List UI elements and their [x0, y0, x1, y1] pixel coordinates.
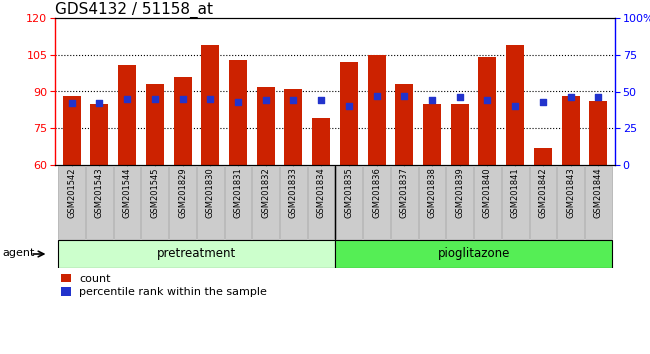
Text: GSM201836: GSM201836 [372, 167, 381, 218]
Bar [506, 45, 524, 165]
Bar [391, 166, 417, 239]
Bar [58, 166, 85, 239]
Text: GSM201842: GSM201842 [538, 167, 547, 218]
Legend: count, percentile rank within the sample: count, percentile rank within the sample [60, 274, 267, 297]
Text: GSM201839: GSM201839 [455, 167, 464, 218]
Point [288, 97, 298, 103]
Point [150, 96, 160, 102]
Bar [335, 240, 612, 268]
Point [482, 97, 493, 103]
Bar [450, 104, 469, 165]
Bar [146, 84, 164, 165]
Bar [557, 166, 584, 239]
Text: GSM201838: GSM201838 [428, 167, 437, 218]
Point [94, 101, 105, 106]
Text: GSM201837: GSM201837 [400, 167, 409, 218]
Bar [530, 166, 556, 239]
Point [122, 96, 133, 102]
Bar [335, 166, 362, 239]
Text: GDS4132 / 51158_at: GDS4132 / 51158_at [55, 2, 213, 18]
Point [261, 97, 271, 103]
Point [177, 96, 188, 102]
Text: GSM201829: GSM201829 [178, 167, 187, 218]
Bar [280, 166, 307, 239]
Point [566, 95, 576, 100]
Bar [229, 60, 247, 165]
Text: GSM201831: GSM201831 [233, 167, 242, 218]
Bar [142, 166, 168, 239]
Text: GSM201833: GSM201833 [289, 167, 298, 218]
Text: GSM201832: GSM201832 [261, 167, 270, 218]
Bar [197, 166, 224, 239]
Point [205, 96, 215, 102]
Text: GSM201830: GSM201830 [206, 167, 215, 218]
Point [399, 93, 410, 99]
Bar [419, 166, 445, 239]
Point [454, 95, 465, 100]
Point [66, 101, 77, 106]
Text: agent: agent [3, 247, 35, 258]
Bar [225, 166, 252, 239]
Text: pretreatment: pretreatment [157, 247, 236, 261]
Point [344, 103, 354, 109]
Bar [308, 166, 335, 239]
Text: GSM201542: GSM201542 [67, 167, 76, 218]
Point [593, 95, 604, 100]
Point [510, 103, 521, 109]
Point [316, 97, 326, 103]
Text: GSM201844: GSM201844 [594, 167, 603, 218]
Bar [202, 45, 219, 165]
Bar [502, 166, 528, 239]
Bar [478, 57, 497, 165]
Text: GSM201834: GSM201834 [317, 167, 326, 218]
Bar [585, 166, 612, 239]
Text: GSM201840: GSM201840 [483, 167, 492, 218]
Bar [447, 166, 473, 239]
Text: GSM201545: GSM201545 [150, 167, 159, 218]
Bar [534, 148, 552, 165]
Text: GSM201835: GSM201835 [344, 167, 354, 218]
Bar [395, 84, 413, 165]
Point [233, 99, 243, 105]
Bar [340, 62, 358, 165]
Point [538, 99, 548, 105]
Bar [114, 166, 140, 239]
Bar [86, 166, 112, 239]
Text: pioglitazone: pioglitazone [437, 247, 510, 261]
Bar [562, 96, 580, 165]
Bar [118, 64, 136, 165]
Text: GSM201544: GSM201544 [123, 167, 131, 218]
Point [371, 93, 382, 99]
Point [427, 97, 437, 103]
Bar [58, 240, 335, 268]
Bar [252, 166, 279, 239]
Bar [257, 87, 275, 165]
Bar [367, 55, 385, 165]
Bar [474, 166, 500, 239]
Text: GSM201843: GSM201843 [566, 167, 575, 218]
Bar [169, 166, 196, 239]
Bar [62, 96, 81, 165]
Bar [90, 104, 109, 165]
Text: GSM201841: GSM201841 [511, 167, 520, 218]
Bar [423, 104, 441, 165]
Bar [590, 101, 607, 165]
Bar [363, 166, 390, 239]
Text: GSM201543: GSM201543 [95, 167, 104, 218]
Bar [285, 89, 302, 165]
Bar [312, 119, 330, 165]
Bar [174, 77, 192, 165]
